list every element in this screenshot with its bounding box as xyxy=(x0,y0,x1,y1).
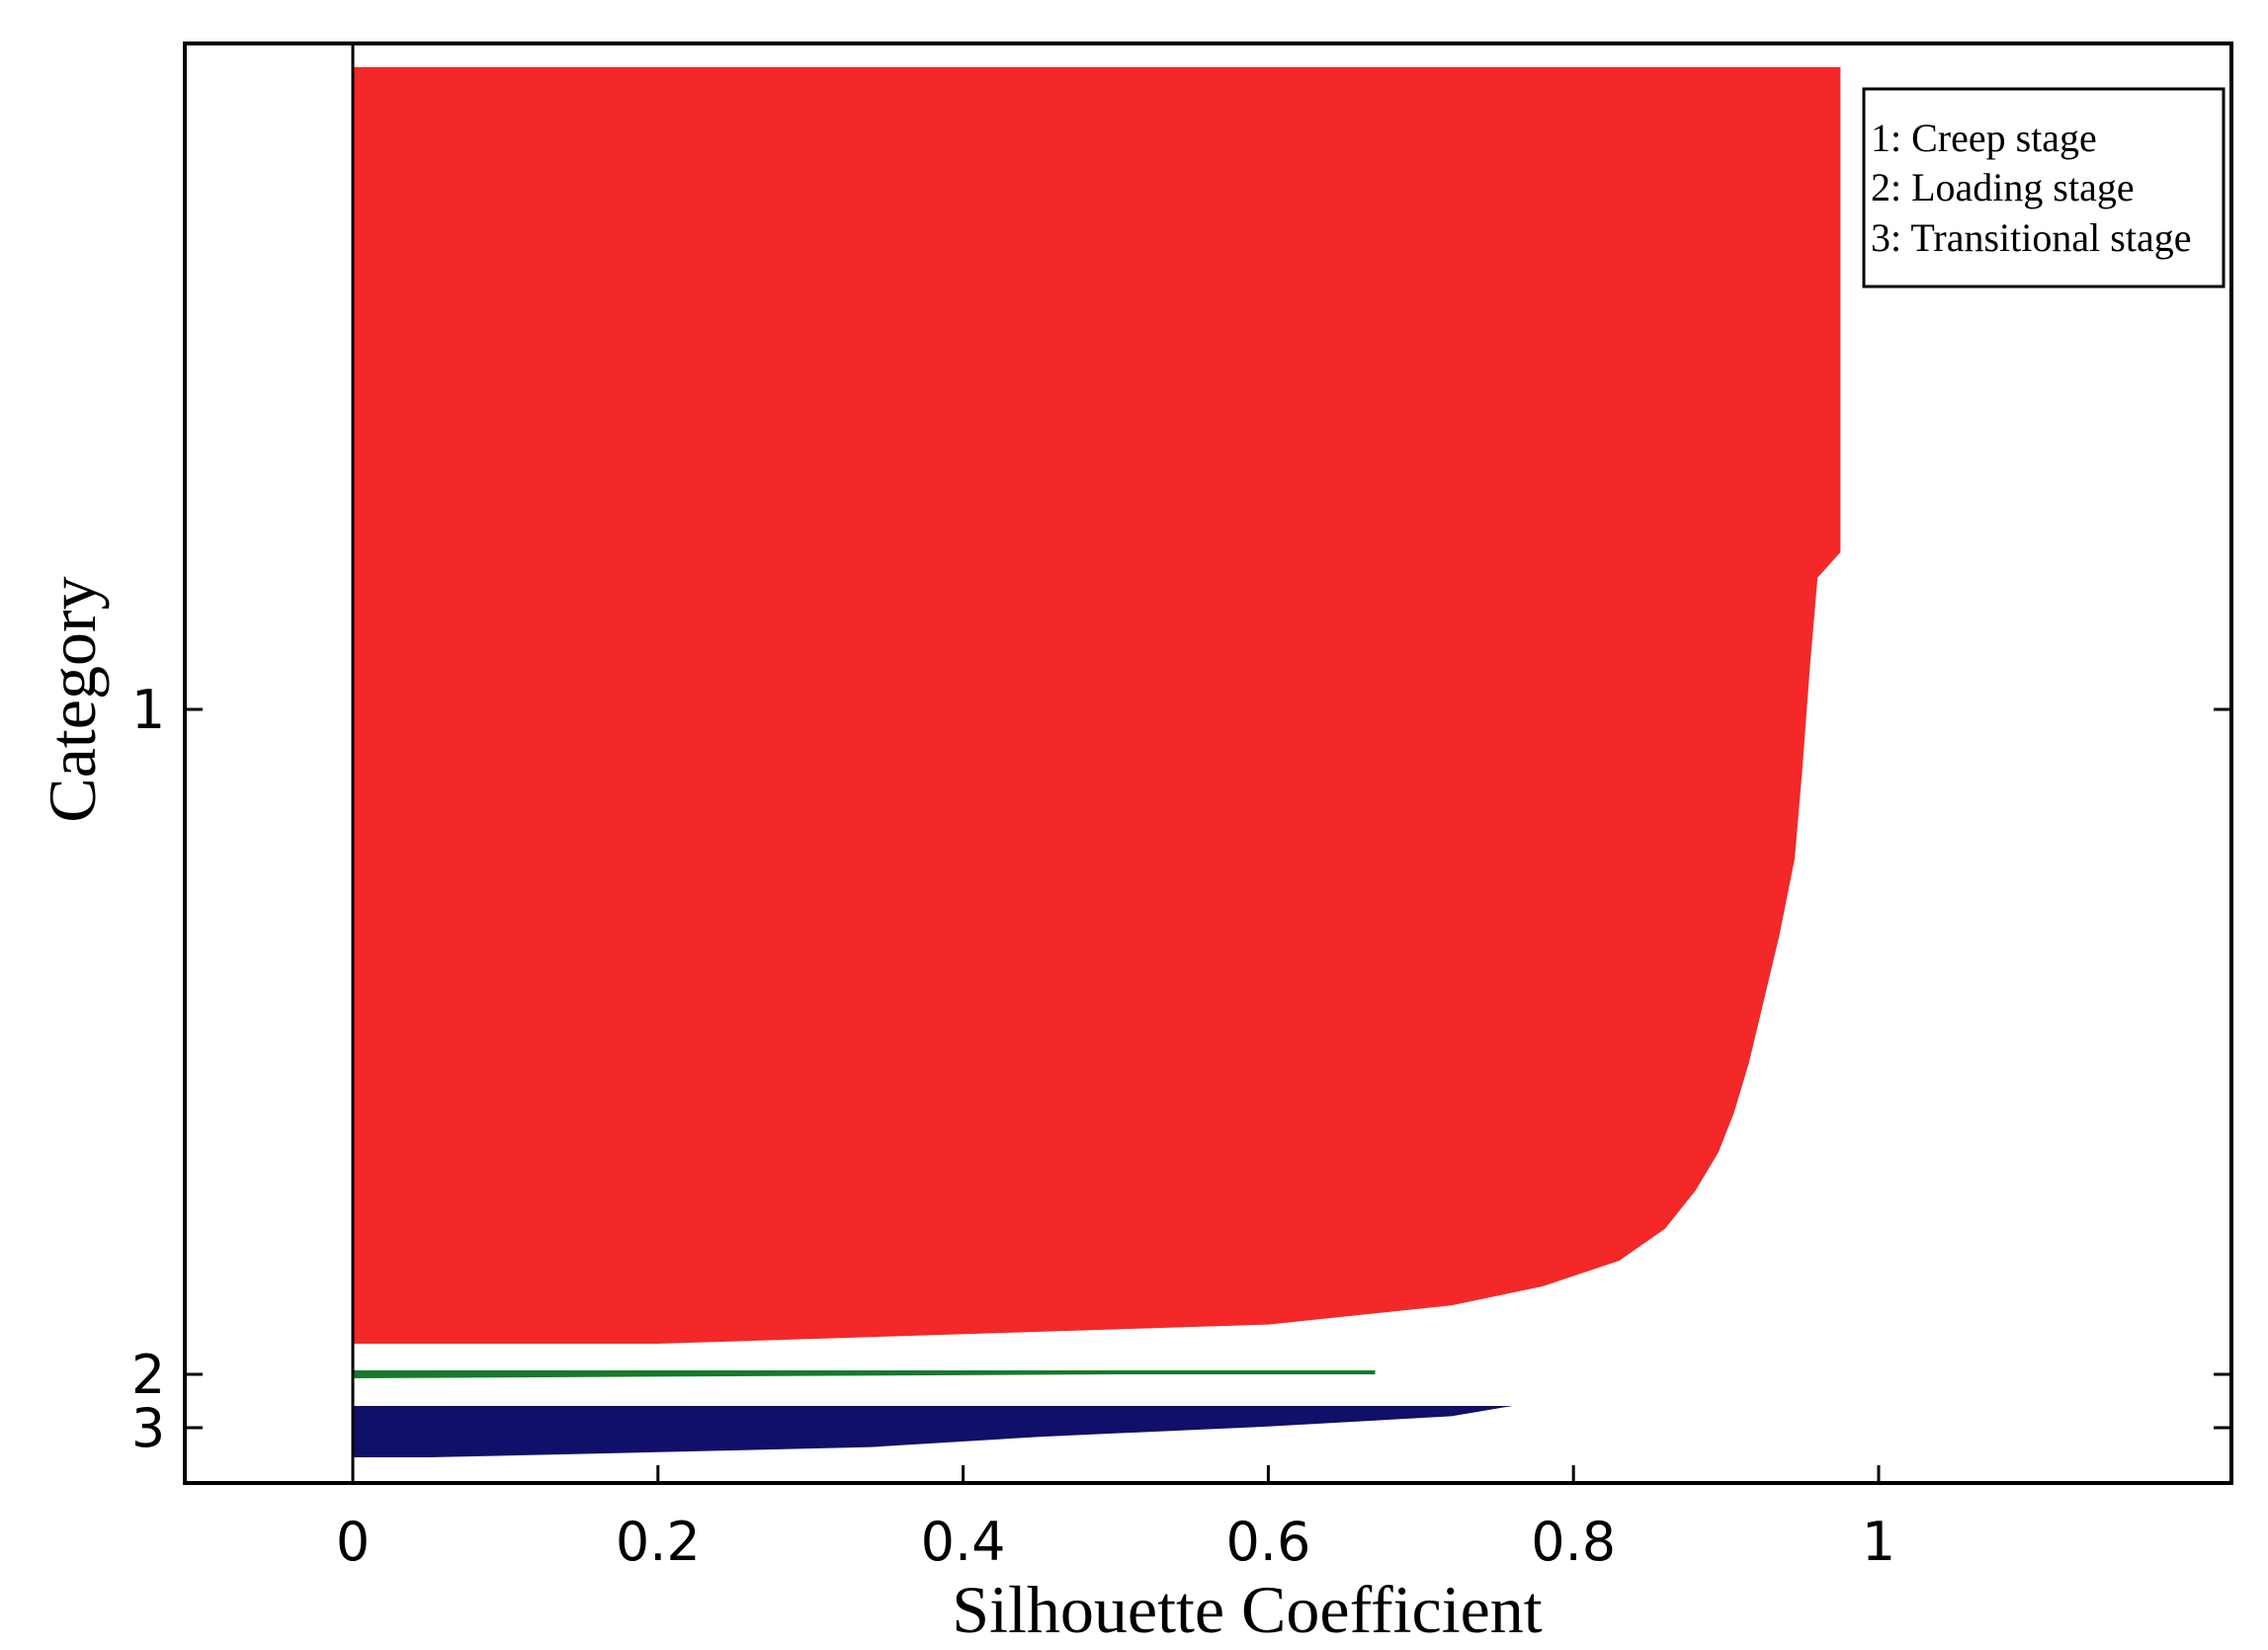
silhouette-band-cluster-1 xyxy=(353,67,1841,1344)
x-tick-label: 0.6 xyxy=(1225,1511,1310,1573)
legend-box xyxy=(1862,87,2226,289)
y-tick-label: 2 xyxy=(131,1344,165,1406)
legend-entry-1: 1: Creep stage xyxy=(1871,116,2097,160)
x-tick-label: 0.8 xyxy=(1531,1511,1616,1573)
silhouette-band-cluster-2 xyxy=(353,1370,1376,1378)
legend-entry-2: 2: Loading stage xyxy=(1871,165,2135,209)
plot-frame xyxy=(183,41,2233,1485)
y-tick-label: 3 xyxy=(131,1397,165,1459)
x-tick-label: 0.2 xyxy=(616,1511,701,1573)
x-tick-label: 1 xyxy=(1862,1511,1895,1573)
legend-entry-3: 3: Transitional stage xyxy=(1871,215,2191,260)
y-axis-title: Category xyxy=(35,576,110,822)
ticks-layer: 0 0.2 0.4 0.6 0.8 1 1 23 xyxy=(131,679,2231,1573)
silhouette-band-cluster-3 xyxy=(353,1406,1513,1457)
x-tick-label: 0 xyxy=(336,1511,370,1573)
legend: 1: Creep stage 2: Loading stage 3: Trans… xyxy=(1862,87,2226,289)
x-axis-title: Silhouette Coefficient xyxy=(952,1572,1542,1645)
y-tick-label: 1 xyxy=(131,679,165,741)
bars-layer xyxy=(353,67,1841,1457)
x-tick-label: 0.4 xyxy=(921,1511,1006,1573)
